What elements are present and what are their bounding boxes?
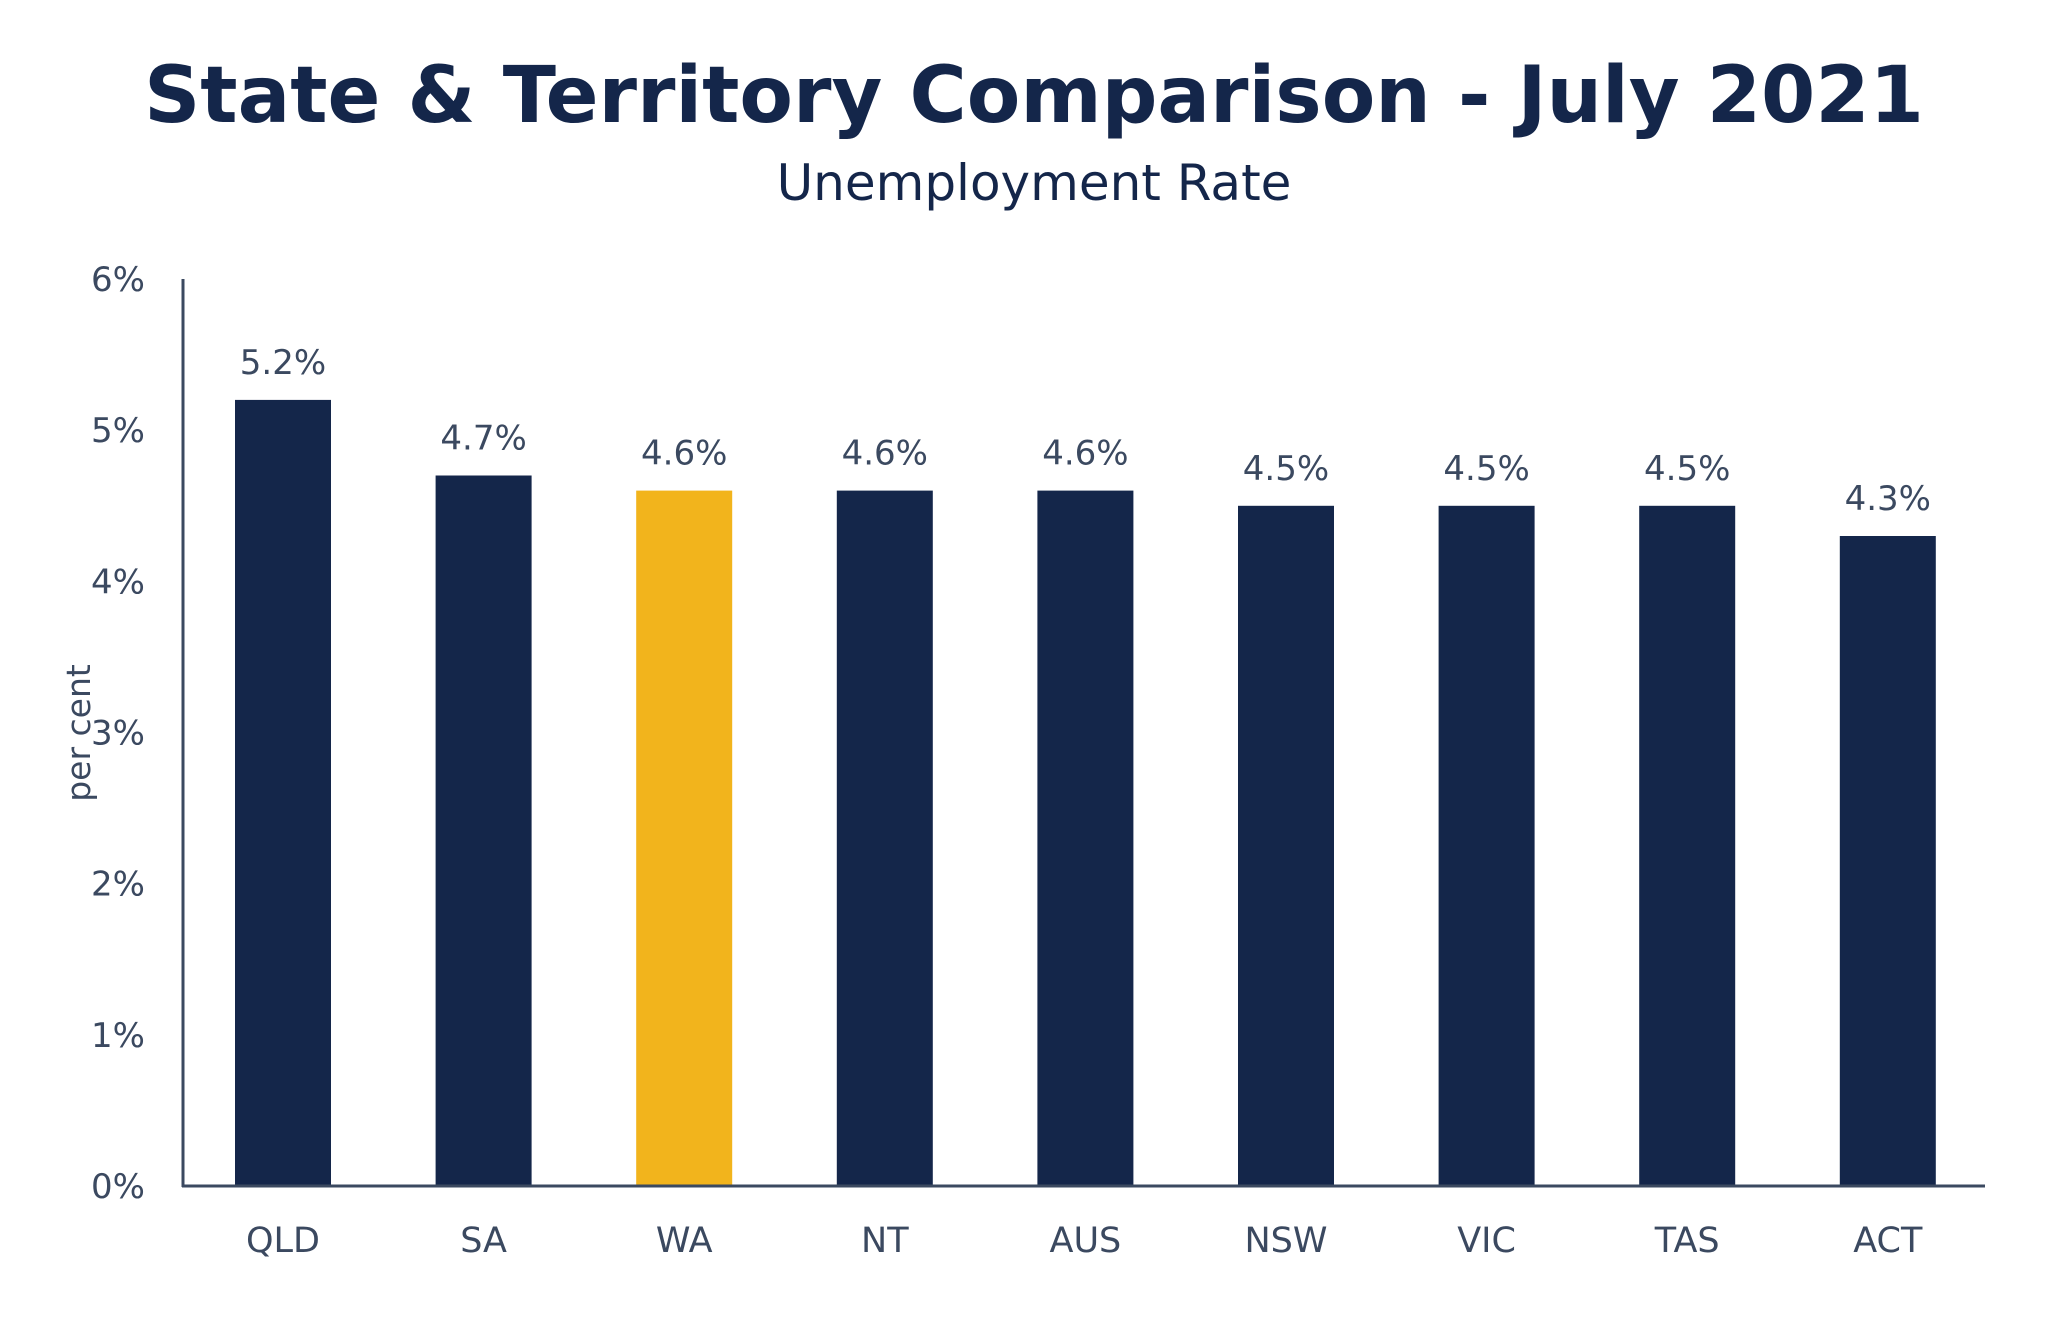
bar-tas	[1639, 505, 1736, 1187]
y-tick-label-1: 1%	[91, 1016, 145, 1056]
bar-sa	[435, 475, 532, 1186]
bar-nsw	[1238, 505, 1334, 1187]
x-tick-label-nsw: NSW	[1244, 1221, 1327, 1261]
y-tick-label-2: 2%	[91, 865, 145, 905]
x-tick-label-vic: VIC	[1457, 1221, 1516, 1261]
y-axis-label: per cent	[59, 664, 98, 802]
bar-act	[1839, 536, 1936, 1186]
x-tick-label-nt: NT	[861, 1221, 909, 1261]
x-tick-label-qld: QLD	[246, 1221, 320, 1261]
value-label-qld: 5.2%	[240, 343, 326, 383]
value-label-tas: 4.5%	[1644, 449, 1730, 489]
value-label-nsw: 4.5%	[1243, 449, 1329, 489]
x-tick-label-tas: TAS	[1654, 1221, 1720, 1261]
x-tick-label-wa: WA	[656, 1221, 713, 1261]
bar-nt	[836, 490, 933, 1187]
x-tick-label-sa: SA	[460, 1221, 507, 1261]
bar-qld	[235, 399, 331, 1186]
value-labels-layer: 5.2% 4.7% 4.6% 4.6% 4.6% 4.5% 4.5% 4.5% 4.3%	[240, 343, 1931, 519]
value-label-vic: 4.5%	[1443, 449, 1529, 489]
value-label-sa: 4.7%	[440, 419, 526, 459]
value-label-nt: 4.6%	[842, 434, 928, 474]
chart-subtitle: Unemployment Rate	[777, 154, 1292, 212]
y-tick-label-3: 3%	[91, 714, 145, 754]
value-label-act: 4.3%	[1845, 479, 1931, 519]
bar-aus	[1037, 490, 1134, 1187]
bar-vic	[1438, 505, 1535, 1187]
bar-wa	[636, 490, 733, 1187]
x-tick-label-aus: AUS	[1050, 1221, 1122, 1261]
y-tick-label-5: 5%	[91, 411, 145, 451]
value-label-aus: 4.6%	[1042, 434, 1128, 474]
y-tick-label-6: 6%	[91, 260, 145, 300]
y-tick-label-0: 0%	[91, 1167, 145, 1207]
value-label-wa: 4.6%	[641, 434, 727, 474]
y-ticks-layer: 0% 1% 2% 3% 4% 5% 6%	[91, 260, 145, 1207]
x-tick-label-act: ACT	[1853, 1221, 1923, 1261]
y-tick-label-4: 4%	[91, 562, 145, 602]
bars-layer	[235, 399, 1936, 1187]
x-labels-layer: QLD SA WA NT AUS NSW VIC TAS ACT	[246, 1221, 1923, 1261]
chart-title: State & Territory Comparison - July 2021	[144, 51, 1924, 141]
